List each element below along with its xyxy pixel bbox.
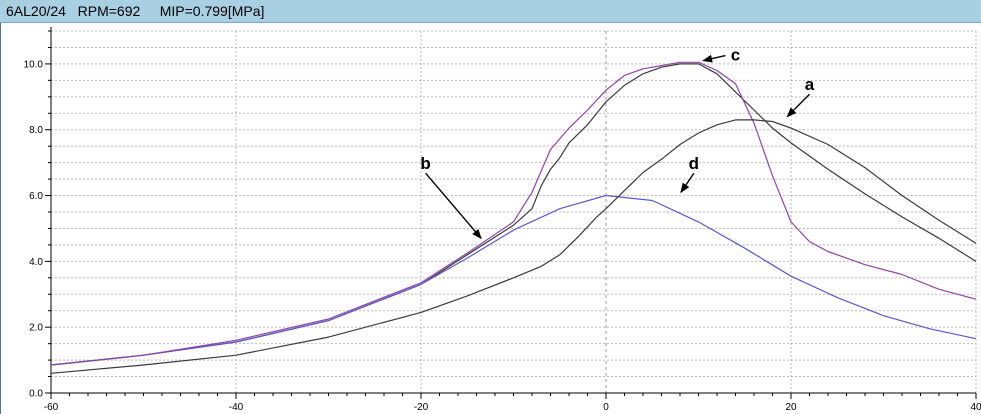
window-title: 6AL20/24 RPM=692 MIP=0.799[MPa] [6, 3, 264, 19]
title-bar: 6AL20/24 RPM=692 MIP=0.799[MPa] [0, 0, 981, 23]
series-line-c [50, 61, 977, 366]
annotation-arrow-c [702, 54, 726, 63]
annotation-arrow-d [680, 172, 695, 194]
annotation-label-d: d [689, 154, 699, 173]
annotation-label-b: b [420, 154, 430, 173]
y-tick-label: 6.0 [29, 191, 43, 202]
series-line-a [50, 63, 977, 366]
annotation-arrow-a [786, 93, 810, 118]
x-tick-label: 0 [603, 402, 609, 413]
pressure-chart: -60 -40 -20 0 20 40 0.0 2.0 4.0 6.0 8.0 10.0 a b c d [24, 27, 981, 413]
x-tick-label: 40 [970, 402, 981, 413]
annotation-label-c: c [731, 46, 740, 65]
y-tick-label: 0.0 [29, 389, 43, 400]
x-tick-label: -60 [44, 402, 59, 413]
x-tick-label: -20 [414, 402, 429, 413]
title-mip: MIP=0.799[MPa] [159, 3, 265, 19]
y-tick-label: 2.0 [29, 323, 43, 334]
title-rpm: RPM=692 [77, 3, 141, 19]
x-tick-label: 20 [785, 402, 797, 413]
chart-frame: -60 -40 -20 0 20 40 0.0 2.0 4.0 6.0 8.0 10.0 a b c d [0, 23, 981, 414]
y-tick-label: 8.0 [29, 125, 43, 136]
title-model: 6AL20/24 [6, 3, 66, 19]
y-tick-label: 4.0 [29, 257, 43, 268]
annotation-label-a: a [805, 75, 815, 94]
series-line-b [50, 194, 977, 366]
x-tick-label: -40 [229, 402, 244, 413]
y-tick-label: 10.0 [24, 59, 44, 70]
annotation-arrow-b [425, 172, 482, 240]
series-line-d [50, 119, 977, 374]
